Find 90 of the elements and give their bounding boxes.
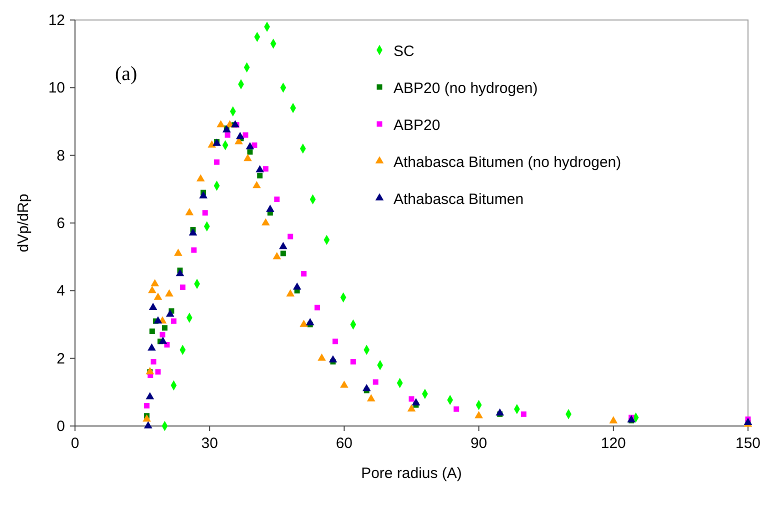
point — [144, 402, 150, 408]
x-tick-label: 90 — [470, 435, 488, 452]
point — [372, 379, 378, 385]
y-tick-label: 4 — [56, 282, 65, 300]
point — [165, 289, 174, 296]
x-axis-title: Pore radius (A) — [361, 465, 462, 482]
point — [174, 248, 182, 256]
point — [332, 338, 338, 344]
point — [154, 292, 162, 300]
point — [244, 154, 252, 162]
y-tick-label: 12 — [48, 12, 65, 29]
point — [176, 268, 184, 276]
y-tick-label: 0 — [56, 418, 65, 435]
point — [224, 132, 230, 138]
x-tick-label: 60 — [336, 435, 353, 452]
point — [185, 208, 194, 216]
point — [520, 411, 526, 417]
x-tick-label: 150 — [735, 435, 761, 452]
point — [188, 228, 198, 236]
point — [202, 210, 208, 216]
point — [180, 284, 186, 290]
point — [214, 159, 220, 165]
point — [350, 358, 356, 364]
point — [300, 320, 308, 327]
point — [286, 289, 295, 296]
point — [150, 279, 160, 286]
point — [149, 328, 155, 334]
annotation: (a) — [115, 63, 138, 85]
point — [256, 165, 264, 172]
point — [247, 149, 253, 155]
point — [288, 234, 294, 240]
point — [148, 286, 156, 294]
point — [328, 355, 338, 362]
point — [272, 252, 282, 260]
y-tick-label: 10 — [48, 80, 65, 97]
legend-label: SC — [394, 43, 415, 60]
point — [144, 421, 152, 428]
point — [340, 380, 348, 388]
point — [246, 142, 254, 150]
point — [148, 343, 156, 351]
point — [148, 302, 158, 310]
point — [280, 250, 286, 256]
point — [160, 332, 166, 338]
y-tick-label: 6 — [56, 215, 65, 232]
legend-label: ABP20 — [394, 117, 440, 134]
point — [292, 282, 302, 290]
point — [274, 196, 280, 202]
point — [191, 247, 197, 253]
point — [236, 132, 244, 140]
point — [366, 394, 376, 402]
point — [408, 396, 414, 402]
y-tick-label: 2 — [56, 350, 65, 368]
point — [199, 191, 208, 198]
point — [170, 318, 176, 324]
x-tick-label: 120 — [600, 435, 626, 452]
point — [266, 204, 274, 212]
point — [252, 180, 261, 188]
point — [412, 398, 420, 406]
legend-label: Athabasca Bitumen — [394, 191, 524, 208]
point — [474, 411, 483, 418]
point — [362, 384, 371, 392]
point — [150, 358, 156, 364]
point — [407, 404, 416, 412]
point — [146, 392, 154, 400]
point — [314, 304, 320, 310]
point — [279, 242, 288, 250]
point — [496, 408, 504, 416]
y-axis-title: dVp/dRp — [15, 194, 32, 252]
point — [196, 174, 205, 182]
point — [609, 416, 618, 424]
point — [262, 166, 268, 172]
legend-label: ABP20 (no hydrogen) — [394, 80, 538, 97]
point — [306, 318, 314, 326]
point — [158, 336, 168, 344]
point — [262, 218, 270, 226]
point — [162, 325, 168, 331]
x-tick-label: 30 — [201, 435, 218, 452]
point — [242, 132, 248, 138]
point — [154, 316, 162, 324]
point — [454, 406, 460, 412]
y-tick-label: 8 — [56, 147, 65, 164]
point — [142, 414, 151, 422]
legend-label: Athabasca Bitumen (no hydrogen) — [394, 154, 622, 171]
point — [257, 172, 263, 178]
point — [166, 310, 174, 317]
point — [301, 271, 307, 276]
x-tick-label: 0 — [70, 435, 80, 452]
point — [216, 120, 225, 128]
point — [155, 369, 161, 375]
point — [318, 354, 326, 361]
